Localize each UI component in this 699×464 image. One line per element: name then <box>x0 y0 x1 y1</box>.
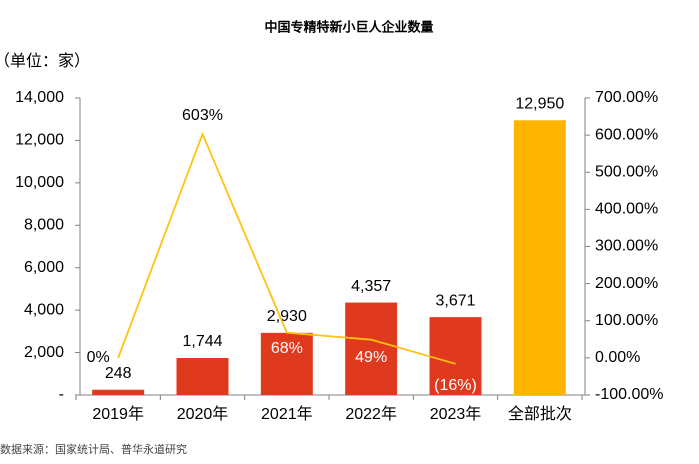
y2-tick-label: -100.00% <box>595 386 664 403</box>
y-tick-label: - <box>59 386 64 403</box>
x-tick-label: 2022年 <box>345 405 397 423</box>
y2-tick-label: 600.00% <box>595 126 658 143</box>
y-tick-label: 10,000 <box>15 174 64 191</box>
x-tick-label: 全部批次 <box>508 405 572 423</box>
y2-tick-label: 500.00% <box>595 163 658 180</box>
unit-label: （单位：家） <box>0 52 90 70</box>
bar <box>345 302 398 395</box>
bar-value-label: 3,671 <box>435 292 475 309</box>
line-value-label: (16%) <box>434 377 477 394</box>
y2-tick-label: 200.00% <box>595 275 658 292</box>
y-tick-label: 2,000 <box>24 344 64 361</box>
x-tick-label: 2023年 <box>430 405 482 423</box>
bar-value-label: 12,950 <box>515 95 564 112</box>
bar <box>429 317 482 395</box>
y2-tick-label: 0.00% <box>595 349 640 366</box>
y2-tick-label: 400.00% <box>595 201 658 218</box>
source-note: 数据来源：国家统计局、普华永道研究 <box>0 442 187 456</box>
x-tick-label: 2019年 <box>92 405 144 423</box>
y-tick-label: 4,000 <box>24 301 64 318</box>
growth-line <box>117 131 456 365</box>
bar-value-label: 248 <box>105 365 132 382</box>
x-tick-label: 2021年 <box>261 405 313 423</box>
line-value-label: 68% <box>271 340 303 357</box>
bar-value-label: 1,744 <box>182 333 222 350</box>
bar <box>260 332 313 395</box>
y2-tick-label: 700.00% <box>595 89 658 106</box>
y-tick-label: 12,000 <box>15 132 64 149</box>
bar <box>176 358 229 395</box>
y-tick-label: 14,000 <box>15 89 64 106</box>
y2-tick-label: 300.00% <box>595 238 658 255</box>
x-tick-label: 2020年 <box>177 405 229 423</box>
bar <box>513 120 566 396</box>
line-value-label: 603% <box>182 107 223 124</box>
bar-value-label: 4,357 <box>351 278 391 295</box>
bar-value-label: 2,930 <box>267 308 307 325</box>
y-tick-label: 6,000 <box>24 259 64 276</box>
line-value-label: 0% <box>87 349 110 366</box>
line-value-label: 49% <box>355 349 387 366</box>
y2-tick-label: 100.00% <box>595 312 658 329</box>
chart-title: 中国专精特新小巨人企业数量 <box>264 19 433 34</box>
y-tick-label: 8,000 <box>24 217 64 234</box>
bar <box>92 389 145 395</box>
